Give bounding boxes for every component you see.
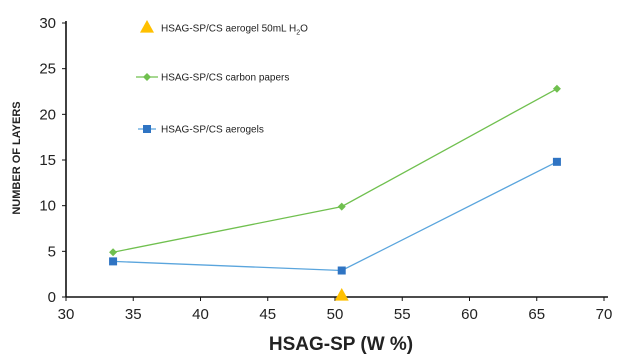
- x-tick-label: 35: [125, 306, 142, 323]
- y-tick-label: 5: [48, 243, 56, 260]
- diamond-series-line: [112, 88, 558, 253]
- y-tick-label: 15: [39, 152, 56, 169]
- x-tick-label: 50: [327, 306, 344, 323]
- legend-label-square-series: HSAG-SP/CS aerogels: [161, 125, 264, 136]
- legend-marker-square-series: [143, 125, 151, 133]
- square-series-point: [337, 266, 346, 275]
- axes: 30 35 40 45 50 55 60 65 70 0 5 10 15 20 25 30: [39, 15, 612, 323]
- x-tick-label: 30: [58, 306, 75, 323]
- x-tick-label: 45: [259, 306, 276, 323]
- legend-label-triangle-series: HSAG-SP/CS aerogel 50mL H2O: [161, 24, 308, 37]
- y-tick-label: 0: [48, 289, 56, 306]
- diamond-series-point: [109, 248, 118, 257]
- y-tick-label: 25: [39, 61, 56, 78]
- triangle-series-point: [334, 288, 349, 301]
- legend: HSAG-SP/CS aerogel 50mL H2O HSAG-SP/CS ca…: [136, 20, 308, 136]
- y-tick-label: 10: [39, 198, 56, 215]
- legend-marker-diamond-series: [143, 73, 151, 81]
- series-markers: [109, 84, 561, 301]
- series-lines: [112, 88, 558, 272]
- square-series-point: [109, 257, 118, 266]
- y-tick-label: 30: [39, 15, 56, 32]
- legend-label-diamond-series: HSAG-SP/CS carbon papers: [161, 73, 289, 84]
- square-series-line: [113, 161, 558, 272]
- diamond-series-point: [552, 84, 561, 93]
- x-axis-label: HSAG-SP (W %): [269, 334, 413, 355]
- x-tick-label: 60: [461, 306, 478, 323]
- x-tick-label: 40: [192, 306, 209, 323]
- x-tick-label: 65: [528, 306, 545, 323]
- square-series-point: [552, 157, 561, 166]
- y-tick-label: 20: [39, 106, 56, 123]
- x-tick-label: 55: [394, 306, 411, 323]
- diamond-series-point: [337, 202, 346, 211]
- y-axis-label: NUMBER OF LAYERS: [11, 101, 23, 214]
- x-tick-label: 70: [596, 306, 613, 323]
- legend-marker-triangle-series: [140, 20, 154, 33]
